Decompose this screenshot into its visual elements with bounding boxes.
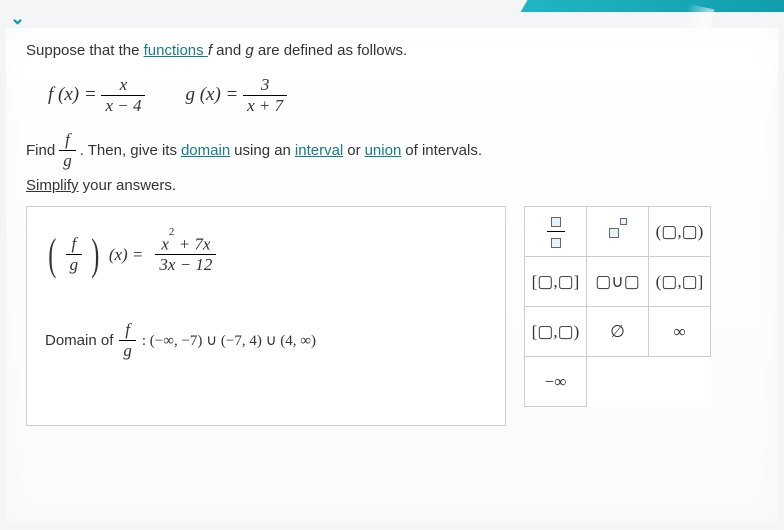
palette-infinity[interactable]: ∞: [649, 307, 711, 357]
palette-closed-interval[interactable]: [▢,▢]: [525, 257, 587, 307]
palette-open-interval[interactable]: (▢,▢): [649, 207, 711, 257]
question-panel: Suppose that the functions f and g are d…: [6, 28, 778, 524]
collapse-caret[interactable]: ⌄: [10, 8, 25, 29]
union-link[interactable]: union: [365, 142, 402, 159]
palette-empty: [649, 357, 711, 407]
quotient-expression[interactable]: ( fg ) (x) = x2 + 7x 3x − 12: [45, 229, 487, 280]
domain-answer[interactable]: Domain of fg : (−∞, −7) ∪ (−7, 4) ∪ (4, …: [45, 320, 487, 361]
simplify-line: Simplify your answers.: [26, 177, 758, 194]
interval-link[interactable]: interval: [295, 142, 343, 159]
palette-neg-infinity[interactable]: −∞: [525, 357, 587, 407]
palette-half-open-right[interactable]: (▢,▢]: [649, 257, 711, 307]
palette-empty-set[interactable]: ∅: [587, 307, 649, 357]
answer-box: ( fg ) (x) = x2 + 7x 3x − 12 Domain of: [26, 206, 506, 426]
symbol-palette: (▢,▢) [▢,▢] ▢∪▢ (▢,▢] [▢,▢) ∅ ∞ −∞: [524, 206, 711, 407]
palette-empty: [587, 357, 649, 407]
find-line: Find fg . Then, give its domain using an…: [26, 130, 758, 171]
domain-link[interactable]: domain: [181, 142, 230, 159]
functions-link[interactable]: functions: [144, 42, 208, 59]
palette-fraction[interactable]: [525, 207, 587, 257]
palette-half-open-left[interactable]: [▢,▢): [525, 307, 587, 357]
palette-union[interactable]: ▢∪▢: [587, 257, 649, 307]
prompt-text: Suppose that the functions f and g are d…: [26, 40, 758, 61]
palette-exponent[interactable]: [587, 207, 649, 257]
function-definitions: f (x) = xx − 4 g (x) = 3x + 7: [48, 75, 758, 116]
